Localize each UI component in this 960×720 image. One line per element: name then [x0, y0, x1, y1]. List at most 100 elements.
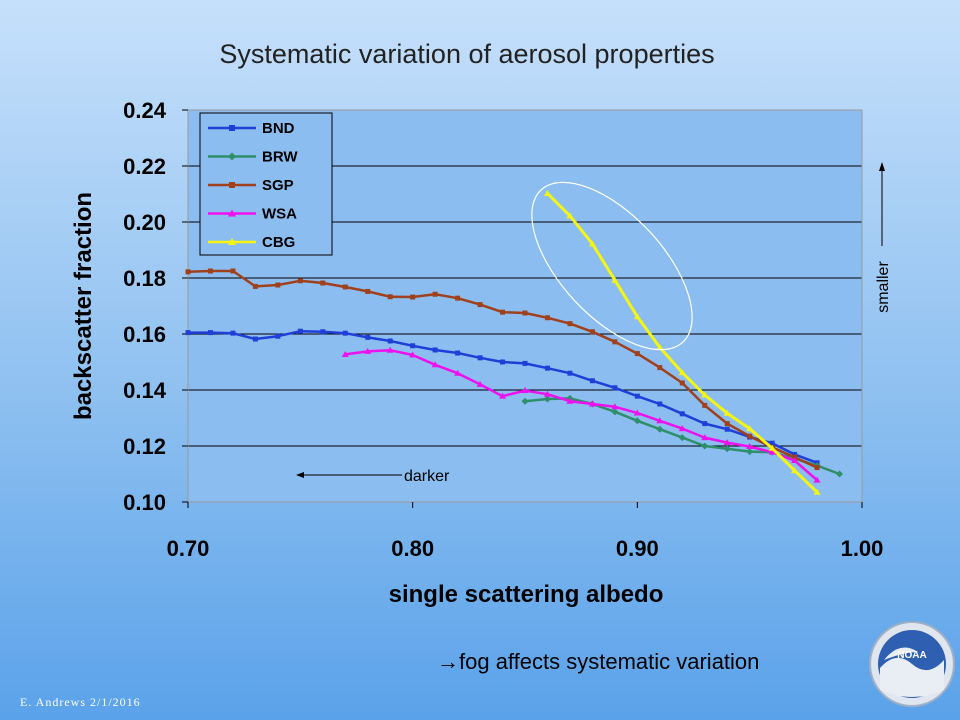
data-point [723, 445, 731, 453]
data-point [679, 380, 685, 386]
x-tick-label: 1.00 [841, 536, 884, 561]
legend-marker [228, 238, 236, 245]
data-point [723, 439, 731, 446]
data-point [521, 387, 529, 394]
data-point [431, 361, 439, 368]
darker-annotation: darker [296, 468, 450, 485]
data-point [252, 283, 258, 289]
data-point [476, 380, 484, 387]
data-point [723, 409, 731, 416]
data-point [746, 448, 754, 456]
data-point [455, 295, 461, 301]
legend-entry-wsa: WSA [208, 206, 297, 223]
data-point [387, 338, 393, 344]
data-point [455, 350, 461, 356]
data-point [185, 330, 191, 336]
data-point [185, 269, 191, 275]
data-point [364, 347, 372, 354]
data-point [702, 402, 708, 408]
data-point [769, 440, 775, 446]
data-point [410, 343, 416, 349]
data-point [342, 284, 348, 290]
data-point [678, 425, 686, 432]
data-point [747, 433, 753, 439]
data-point [588, 240, 596, 247]
data-point [724, 421, 730, 427]
data-point [275, 333, 281, 339]
noaa-logo-text: NOAA [897, 650, 926, 661]
legend-entry-cbg: CBG [208, 234, 295, 251]
data-point [611, 403, 619, 410]
data-point [500, 309, 506, 315]
noaa-logo: NOAA [869, 621, 955, 707]
y-tick-label: 0.10 [123, 490, 166, 515]
data-point [477, 355, 483, 361]
x-tick-label: 0.70 [167, 536, 210, 561]
data-point [521, 397, 529, 405]
data-point [702, 421, 708, 427]
data-point [657, 365, 663, 371]
data-point [499, 392, 507, 399]
data-point [386, 346, 394, 353]
data-point [634, 393, 640, 399]
data-point [297, 328, 303, 334]
x-axis-title: single scattering albedo [389, 581, 664, 608]
data-point [791, 467, 799, 474]
data-point [701, 391, 709, 398]
data-point [207, 268, 213, 274]
series-layer [185, 189, 844, 495]
data-point [588, 400, 596, 407]
data-point [701, 434, 709, 441]
data-point [230, 330, 236, 336]
data-point [320, 280, 326, 286]
legend-marker [229, 125, 235, 131]
data-point [813, 488, 821, 495]
data-point [409, 351, 417, 358]
data-point [544, 315, 550, 321]
x-axis: 0.70 0.80 0.90 1.00 [167, 502, 884, 561]
data-point [814, 465, 820, 471]
legend-label: BRW [262, 149, 298, 166]
x-tick-label: 0.90 [616, 536, 659, 561]
y-axis-title: backscatter fraction [70, 192, 97, 420]
data-point [432, 291, 438, 297]
data-point [612, 339, 618, 345]
data-point [633, 409, 641, 416]
data-point [275, 282, 281, 288]
data-point [611, 276, 619, 283]
fog-note: →fog affects systematic variation [437, 649, 759, 674]
series-bnd [185, 328, 820, 466]
data-point [589, 378, 595, 384]
data-point [207, 330, 213, 336]
data-point [454, 369, 462, 376]
up-arrow-icon [879, 162, 885, 171]
data-point [387, 294, 393, 300]
data-point [543, 390, 551, 397]
data-point [252, 336, 258, 342]
y-tick-label: 0.22 [123, 154, 166, 179]
data-point [522, 310, 528, 316]
legend-entry-sgp: SGP [208, 177, 294, 194]
data-point [567, 370, 573, 376]
smaller-label: smaller [875, 261, 892, 313]
data-point [365, 334, 371, 340]
legend-label: WSA [262, 206, 297, 223]
data-point [297, 278, 303, 284]
legend-marker [229, 182, 235, 188]
legend-label: SGP [262, 177, 294, 194]
legend-entry-brw: BRW [208, 149, 298, 166]
data-point [566, 397, 574, 404]
data-point [230, 268, 236, 274]
legend-label: CBG [262, 234, 295, 251]
legend-marker [228, 209, 236, 217]
data-point [410, 294, 416, 300]
data-point [746, 443, 754, 450]
data-point [611, 408, 619, 416]
y-axis: 0.10 0.12 0.14 0.16 0.18 0.20 0.22 0.24 [123, 98, 188, 515]
highlight-ellipse [531, 181, 693, 351]
data-point [657, 401, 663, 407]
y-tick-label: 0.24 [123, 98, 167, 123]
x-tick-label: 0.80 [391, 536, 434, 561]
y-tick-label: 0.12 [123, 434, 166, 459]
